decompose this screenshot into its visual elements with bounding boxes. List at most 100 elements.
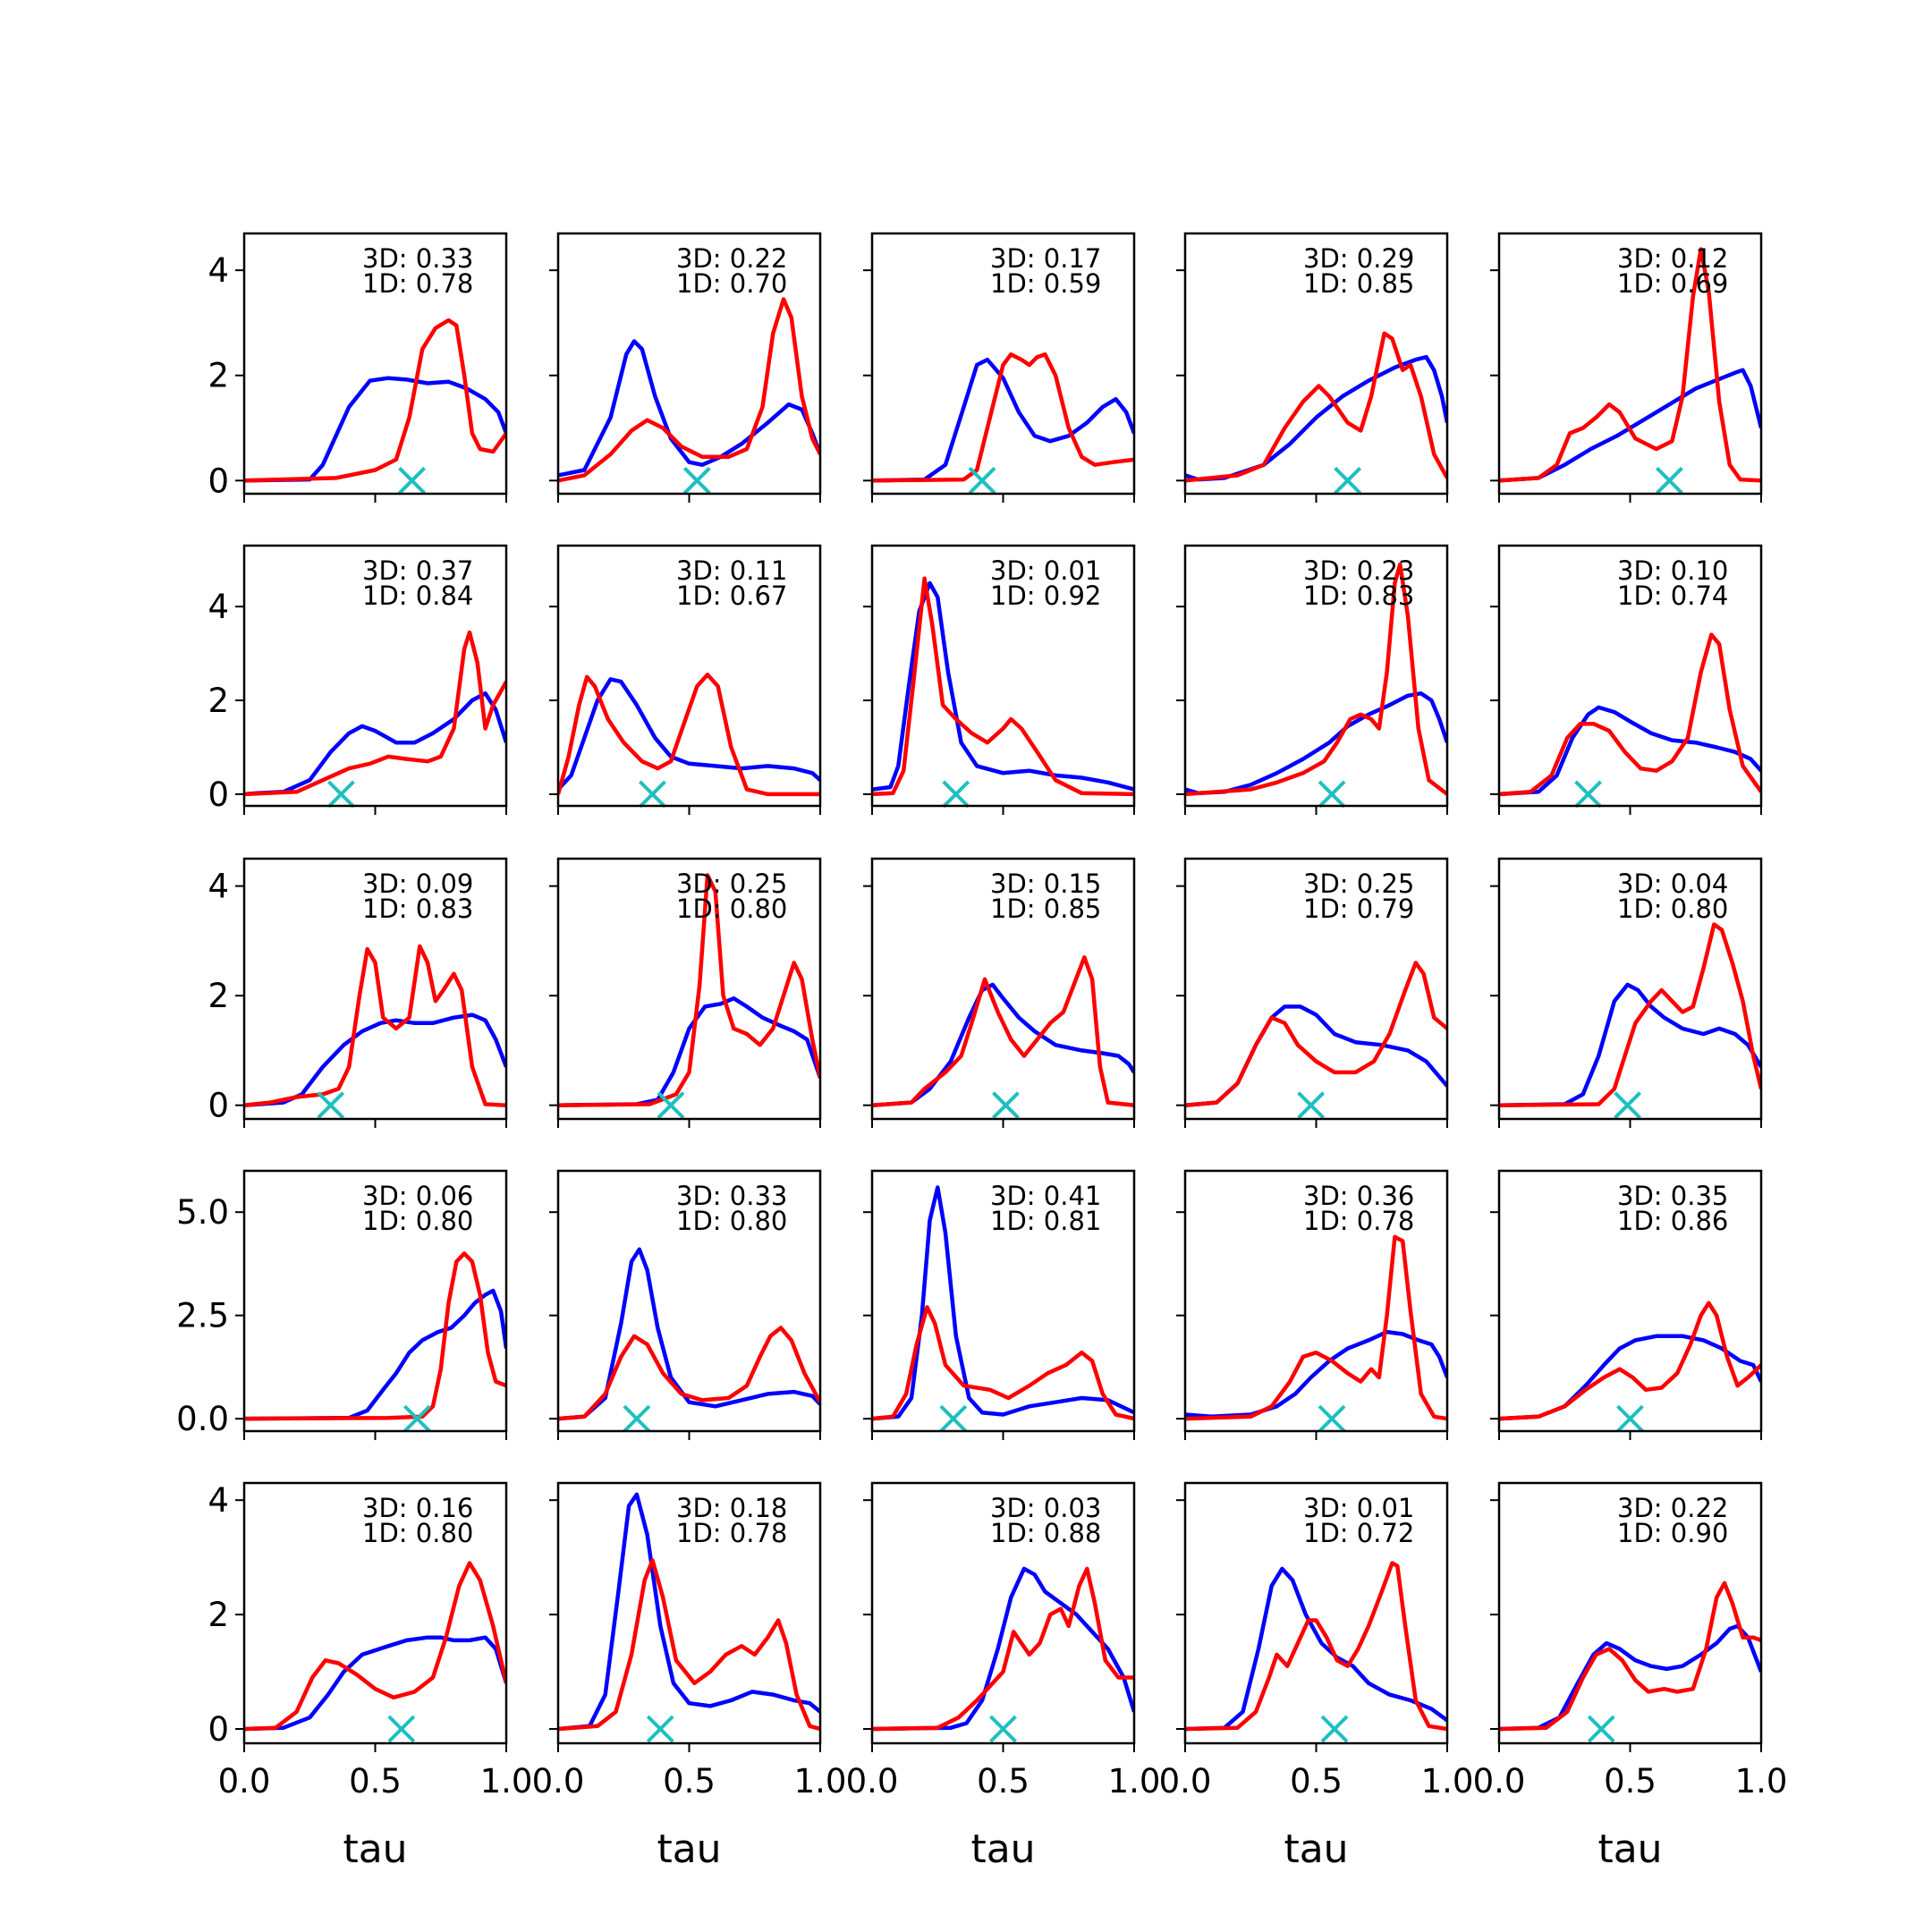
x-tick-label: 0.0 (1473, 1762, 1526, 1801)
y-tick-label: 2 (208, 682, 229, 720)
x-tick-label: 1.0 (1108, 1762, 1161, 1801)
annotation-3d: 3D: 0.22 (1617, 1493, 1728, 1523)
plot-area (872, 1171, 1134, 1431)
plot-area (872, 859, 1134, 1119)
annotation-3d: 3D: 0.15 (990, 869, 1101, 899)
annotation-1d: 1D: 0.80 (362, 1206, 473, 1236)
annotation-3d: 3D: 0.36 (1303, 1181, 1414, 1211)
panel-frame (242, 1169, 508, 1433)
panel-frame (1183, 544, 1449, 808)
series-1d-line (558, 297, 820, 483)
series-1d-line (1185, 562, 1447, 797)
panel-frame (870, 1169, 1136, 1433)
panel-frame (870, 232, 1136, 496)
y-tick-label: 2 (208, 977, 229, 1015)
x-marker (326, 780, 355, 809)
series-1d-line (1185, 1561, 1447, 1732)
annotation-1d: 1D: 0.80 (676, 1206, 787, 1236)
series-1d-line (558, 1326, 820, 1421)
plot-area (1185, 859, 1447, 1119)
series-3d-line (1185, 1566, 1447, 1732)
x-tick-label: 0.0 (846, 1762, 899, 1801)
x-axis-title: tau (970, 1826, 1035, 1872)
series-3d-line (1499, 1623, 1761, 1732)
y-tick-label: 0 (208, 1087, 229, 1125)
annotation-3d: 3D: 0.25 (676, 869, 787, 899)
x-marker (387, 1715, 416, 1743)
y-tick-label: 0 (208, 1710, 229, 1749)
x-marker (682, 466, 711, 495)
x-axis-title: tau (657, 1826, 721, 1872)
series-1d-line (1499, 247, 1761, 483)
panel-frame (242, 544, 508, 808)
annotation-3d: 3D: 0.29 (1303, 243, 1414, 274)
annotation-3d: 3D: 0.09 (362, 869, 473, 899)
x-marker (623, 1404, 651, 1433)
annotation-1d: 1D: 0.74 (1617, 580, 1728, 611)
series-3d-line (1499, 368, 1761, 483)
series-1d-line (872, 576, 1134, 797)
x-tick-label: 1.0 (1421, 1762, 1474, 1801)
x-marker (939, 1404, 968, 1433)
series-1d-line (872, 955, 1134, 1107)
x-marker (1297, 1091, 1326, 1120)
y-tick-label: 5.0 (176, 1193, 229, 1232)
panel-frame (1497, 1481, 1763, 1745)
annotation-1d: 1D: 0.90 (1617, 1518, 1728, 1548)
x-marker (398, 466, 426, 495)
annotation-1d: 1D: 0.78 (362, 268, 473, 299)
annotation-1d: 1D: 0.69 (1617, 268, 1728, 299)
x-tick-label: 0.5 (349, 1762, 402, 1801)
series-1d-line (244, 630, 506, 797)
y-tick-label: 2 (208, 357, 229, 395)
annotation-1d: 1D: 0.70 (676, 268, 787, 299)
annotation-1d: 1D: 0.83 (1303, 580, 1414, 611)
x-marker (639, 780, 666, 809)
panel-frame (1497, 544, 1763, 808)
series-3d-line (1499, 705, 1761, 797)
annotation-3d: 3D: 0.01 (990, 555, 1101, 586)
annotation-3d: 3D: 0.11 (676, 555, 787, 586)
x-tick-label: 1.0 (1735, 1762, 1788, 1801)
annotation-1d: 1D: 0.80 (1617, 894, 1728, 924)
annotation-1d: 1D: 0.83 (362, 894, 473, 924)
annotation-1d: 1D: 0.79 (1303, 894, 1414, 924)
series-1d-line (1499, 1580, 1761, 1732)
x-axis-title: tau (1284, 1826, 1348, 1872)
panel-frame (870, 1481, 1136, 1745)
series-1d-line (1499, 922, 1761, 1107)
panel-frame (1183, 857, 1449, 1121)
series-1d-line (244, 318, 506, 483)
x-marker (402, 1404, 431, 1433)
series-1d-line (244, 1561, 506, 1732)
series-3d-line (558, 677, 820, 792)
annotation-3d: 3D: 0.18 (676, 1493, 787, 1523)
plot-area (244, 1171, 506, 1431)
x-marker (1656, 466, 1683, 495)
series-1d-line (558, 672, 820, 797)
x-marker (657, 1091, 685, 1120)
series-1d-line (1499, 632, 1761, 797)
x-marker (968, 466, 996, 495)
panel-frame (556, 857, 822, 1121)
series-3d-line (872, 580, 1134, 792)
x-tick-label: 0.0 (218, 1762, 271, 1801)
annotation-1d: 1D: 0.92 (990, 580, 1101, 611)
